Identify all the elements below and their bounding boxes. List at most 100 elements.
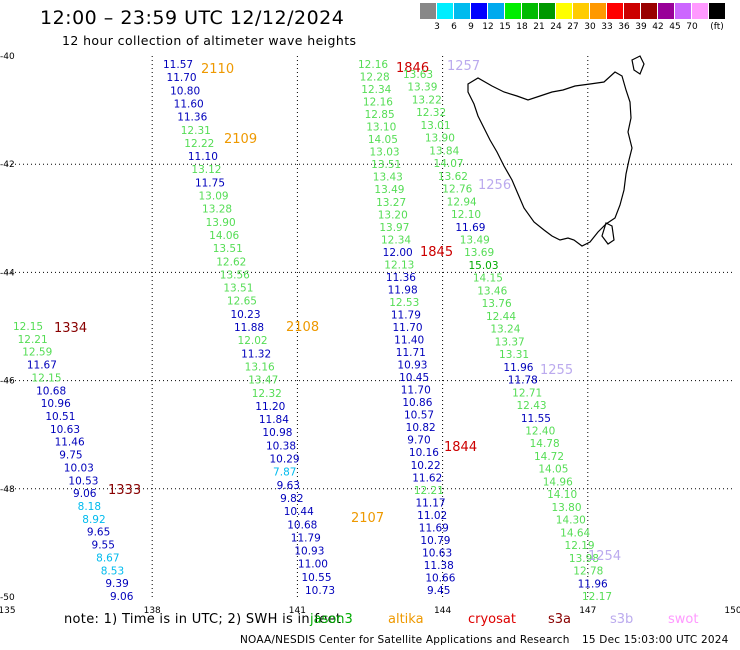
x-tick-label: 141: [289, 606, 306, 616]
wave-height-label: 8.92: [82, 514, 105, 526]
wave-height-label: 13.43: [373, 172, 403, 184]
satellite-s3b: s3b: [610, 612, 634, 627]
wave-height-label: 10.63: [422, 547, 452, 559]
wave-height-label: 11.69: [455, 222, 485, 234]
wave-height-label: 11.10: [188, 151, 218, 163]
wave-height-label: 12.00: [383, 247, 413, 259]
wave-height-label: 14.07: [434, 158, 464, 170]
pass-time-label: 1256: [478, 178, 511, 193]
legend-label: 15: [499, 22, 511, 32]
legend-swatch: [709, 3, 726, 19]
wave-height-label: 10.66: [425, 572, 455, 584]
wave-height-label: 10.22: [411, 460, 441, 472]
wave-height-label: 11.62: [412, 472, 442, 484]
wave-height-label: 9.06: [73, 488, 97, 500]
wave-height-label: 9.75: [59, 450, 82, 462]
pass-time-label: 2110: [201, 62, 234, 77]
wave-height-label: 13.28: [202, 204, 232, 216]
legend-label: 6: [451, 22, 457, 32]
legend-label: 18: [516, 22, 528, 32]
tasmania-coastline: [467, 55, 645, 247]
wave-height-label: 8.67: [96, 552, 119, 564]
wave-height-label: 10.73: [305, 585, 335, 597]
legend-swatch: [556, 3, 573, 19]
wave-height-label: 12.94: [447, 196, 477, 208]
wave-height-label: 10.45: [399, 372, 429, 384]
wave-height-label: 13.90: [425, 133, 455, 145]
pass-time-label: 1333: [108, 483, 141, 498]
y-tick-label: -50: [0, 593, 15, 603]
legend-swatch: [692, 3, 709, 19]
wave-height-label: 11.20: [255, 401, 285, 413]
wave-height-label: 14.30: [556, 515, 586, 527]
island-outline: [601, 222, 615, 245]
wave-height-label: 13.24: [490, 324, 520, 336]
legend-label: 30: [584, 22, 596, 32]
wave-height-label: 12.43: [517, 400, 547, 412]
wave-height-label: 9.55: [92, 540, 115, 552]
pass-time-label: 1334: [54, 321, 87, 336]
legend-label: 70: [686, 22, 698, 32]
legend-swatches: [420, 3, 726, 19]
wave-height-label: 12.62: [216, 256, 246, 268]
wave-height-label: 9.45: [427, 585, 450, 597]
legend-swatch: [675, 3, 692, 19]
legend-label: 36: [618, 22, 630, 32]
island-outline: [631, 55, 645, 75]
wave-height-label: 13.62: [438, 171, 468, 183]
wave-height-label: 13.51: [213, 243, 243, 255]
legend-label: 27: [567, 22, 579, 32]
wave-height-label: 12.32: [416, 107, 446, 119]
wave-height-label: 14.05: [368, 134, 398, 146]
wave-height-label: 12.44: [486, 311, 516, 323]
wave-height-label: 11.36: [386, 272, 416, 284]
wave-height-label: 11.79: [291, 532, 321, 544]
wave-height-label: 13.46: [477, 285, 507, 297]
wave-height-label: 10.16: [409, 447, 439, 459]
wave-height-label: 13.76: [482, 298, 512, 310]
wave-height-label: 13.56: [220, 269, 250, 281]
wave-height-label: 9.06: [110, 591, 134, 603]
pass-time-labels: 2109 2108 2107 1845 1844 1256 1255 1254 1333: [108, 132, 621, 564]
wave-height-label: 11.78: [508, 375, 538, 387]
axis-ticks: 135 138 141 144 147 150 -40 -42 -44 -46 -48 -50: [0, 52, 740, 616]
wave-height-label: 12.34: [381, 234, 411, 246]
wave-height-label: 9.65: [87, 527, 110, 539]
wave-height-label: 10.29: [270, 454, 300, 466]
wave-height-label: 12.02: [238, 335, 268, 347]
wave-height-label: 11.40: [394, 335, 424, 347]
wave-height-label: 10.68: [36, 385, 66, 397]
wave-height-label: 12.21: [414, 485, 444, 497]
legend-swatch: [607, 3, 624, 19]
wave-height-label: 12.28: [360, 72, 390, 84]
pass-time-label: 1257: [447, 59, 480, 74]
x-tick-label: 144: [434, 606, 451, 616]
legend-swatch: [522, 3, 539, 19]
legend-swatch: [658, 3, 675, 19]
wave-height-label: 13.16: [245, 361, 275, 373]
legend-label: 3: [434, 22, 440, 32]
y-tick-label: -42: [0, 160, 15, 170]
wave-height-label: 10.79: [420, 535, 450, 547]
wave-height-label: 12.32: [252, 388, 282, 400]
wave-height-label: 12.15: [31, 372, 61, 384]
wave-height-label: 10.55: [301, 572, 331, 584]
wave-height-label: 10.82: [406, 422, 436, 434]
wave-height-label: 11.70: [167, 72, 197, 84]
satellite-swot: swot: [668, 612, 699, 627]
satellite-cryosat: cryosat: [468, 612, 516, 627]
wave-height-label: 12.40: [525, 425, 555, 437]
wave-height-label: 10.38: [266, 440, 296, 452]
wave-height-label: 13.84: [429, 145, 459, 157]
map-grid: [7, 56, 733, 597]
legend-swatch: [573, 3, 590, 19]
wave-height-label: 12.65: [227, 296, 257, 308]
legend-label: 45: [669, 22, 681, 32]
legend-swatch: [505, 3, 522, 19]
wave-height-label: 11.79: [391, 309, 421, 321]
y-tick-label: -46: [0, 377, 15, 387]
legend-swatch: [420, 3, 437, 19]
credit-text: NOAA/NESDIS Center for Satellite Applica…: [240, 634, 570, 646]
pass-time-label: 2108: [286, 320, 319, 335]
satellite-jason3: jason3: [310, 612, 353, 627]
